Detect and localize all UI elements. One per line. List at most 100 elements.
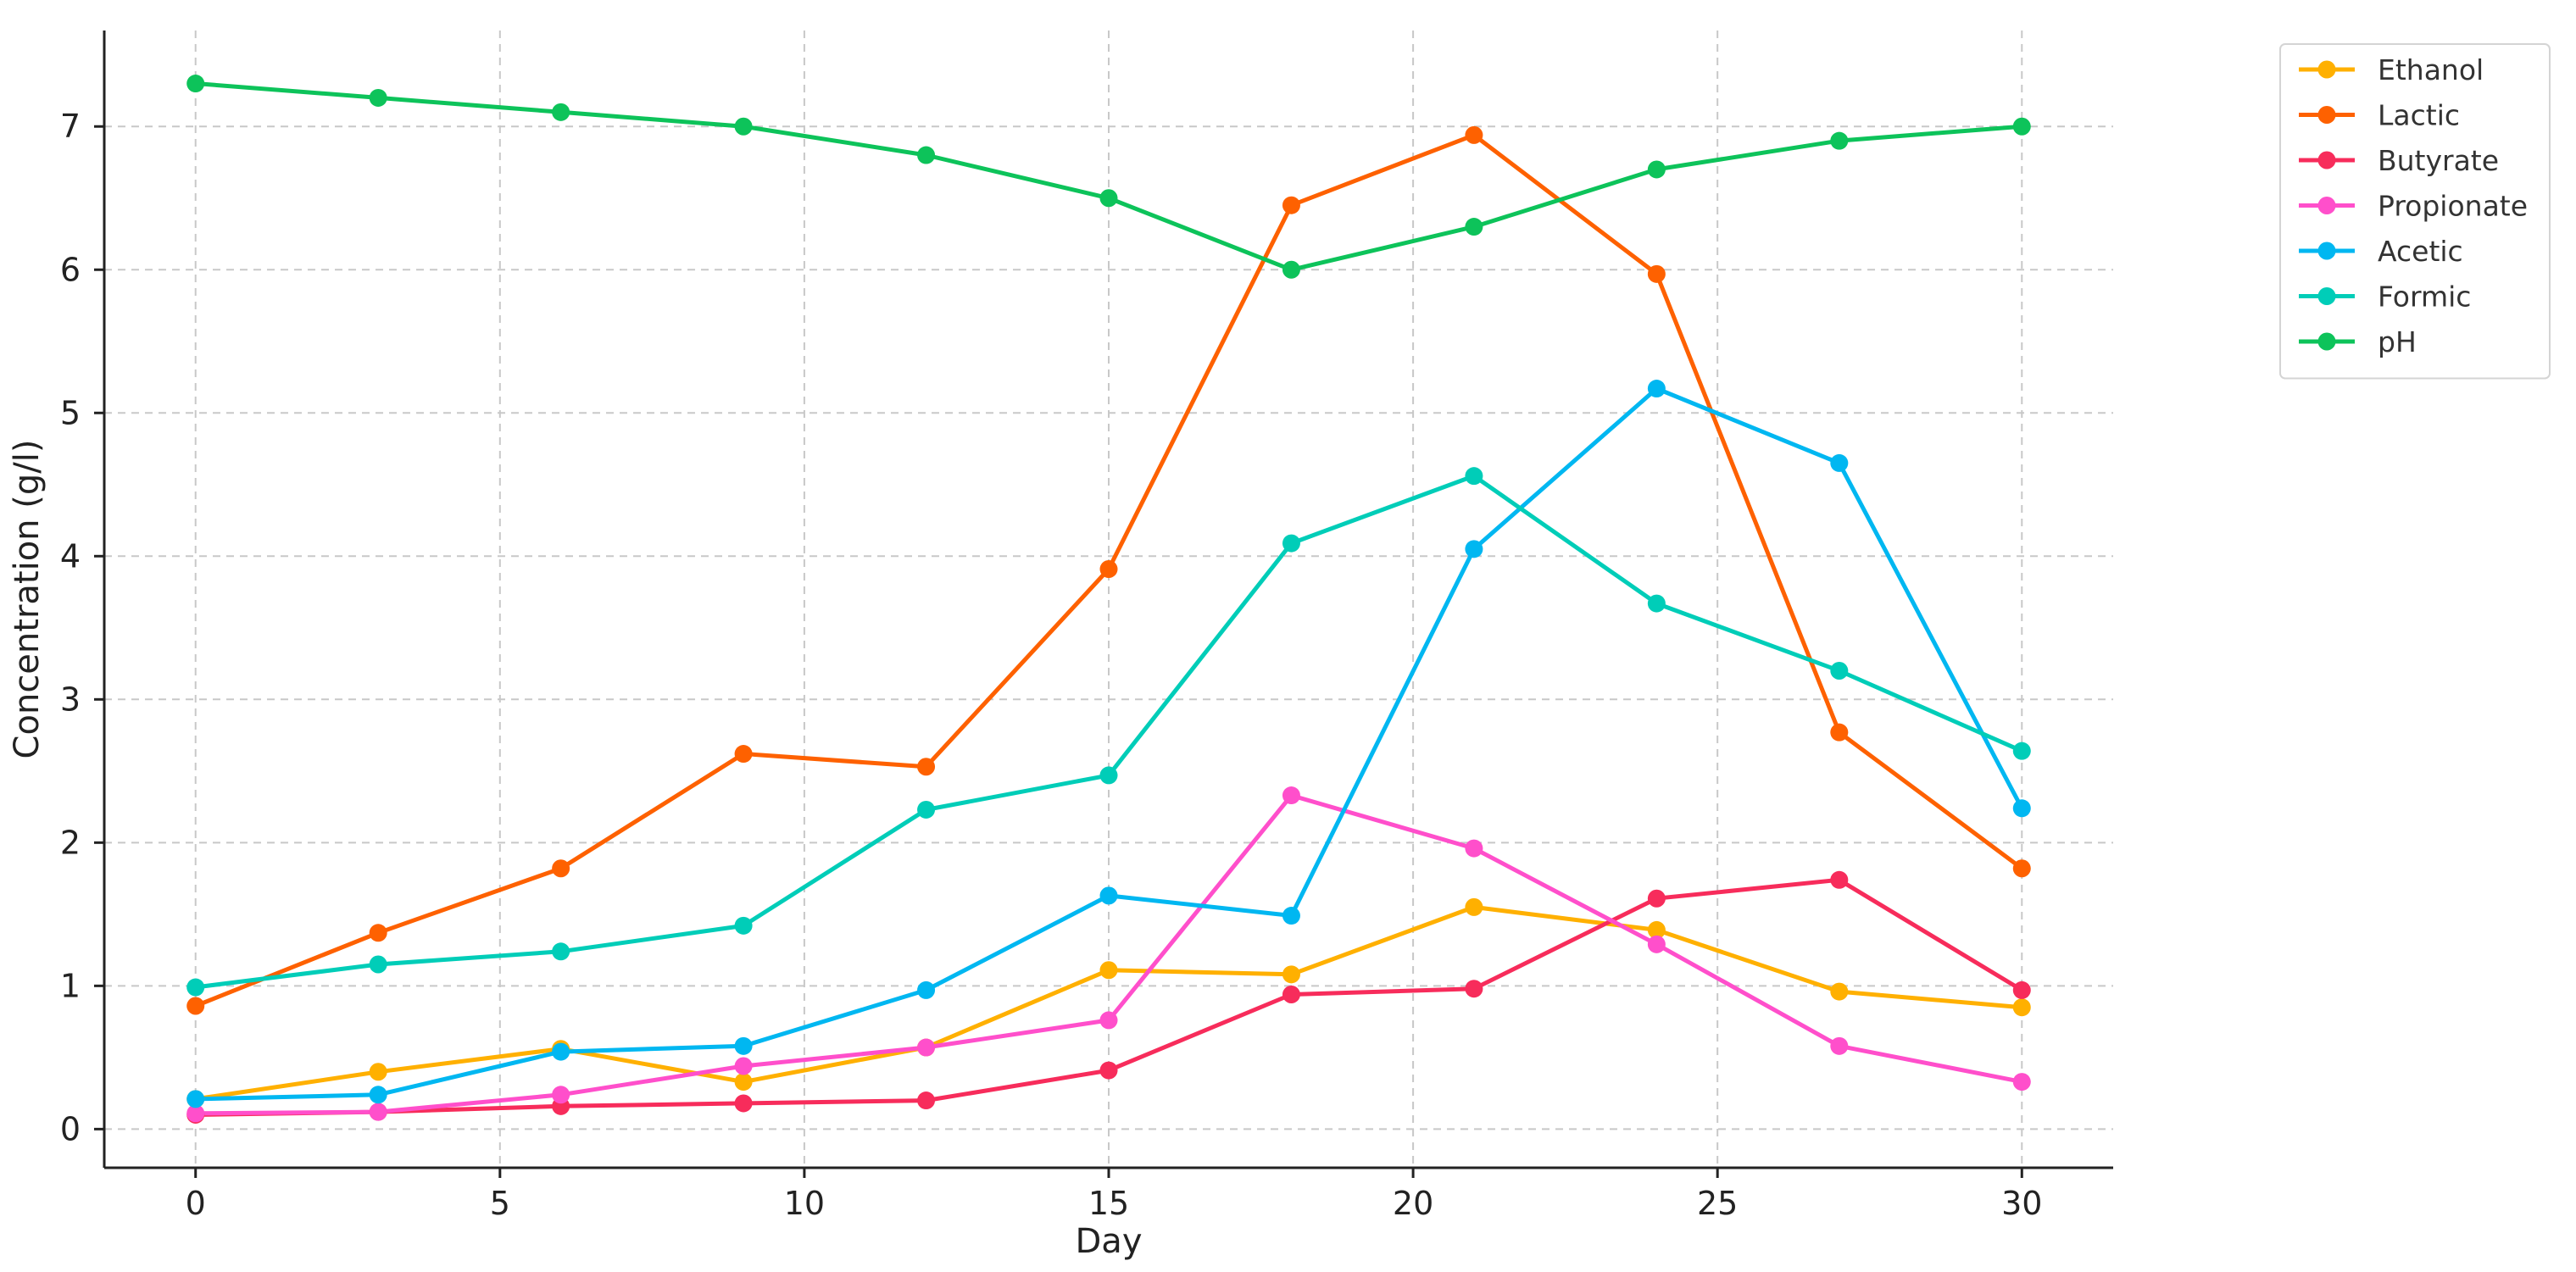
data-point-lactic [369, 924, 387, 942]
data-point-acetic [1282, 907, 1300, 925]
series-points [186, 75, 2031, 1124]
data-point-lactic [734, 745, 753, 764]
data-point-acetic [2012, 799, 2031, 818]
data-point-formic [1647, 594, 1666, 613]
data-point-propionate [1647, 935, 1666, 953]
data-point-ph [1099, 189, 1118, 208]
data-point-lactic [552, 859, 570, 878]
data-point-ethanol [369, 1063, 387, 1081]
data-point-butyrate [1830, 870, 1849, 889]
data-point-acetic [1099, 886, 1118, 905]
legend-label-propionate: Propionate [2378, 190, 2528, 223]
y-tick-label: 4 [60, 537, 81, 575]
data-point-butyrate [1465, 980, 1483, 998]
data-point-ethanol [1282, 965, 1300, 984]
data-point-formic [1465, 467, 1483, 486]
y-tick-label: 5 [60, 394, 81, 431]
data-point-ph [734, 117, 753, 136]
data-point-formic [2012, 742, 2031, 760]
data-point-lactic [1465, 125, 1483, 144]
legend-marker-ethanol [2317, 60, 2336, 79]
tick-labels: 0 5 10 15 20 25 30 0 1 2 3 4 5 6 7 [60, 108, 2043, 1222]
data-point-propionate [1830, 1036, 1849, 1055]
y-tick-label: 7 [60, 108, 81, 145]
data-point-ethanol [734, 1073, 753, 1091]
data-point-formic [186, 978, 205, 997]
data-point-ph [1282, 260, 1300, 279]
data-point-formic [734, 916, 753, 935]
data-point-ph [369, 88, 387, 107]
y-tick-label: 0 [60, 1110, 81, 1147]
data-point-lactic [186, 997, 205, 1015]
data-point-ethanol [1830, 982, 1849, 1001]
data-point-acetic [734, 1036, 753, 1055]
x-axis-title: Day [1076, 1222, 1143, 1261]
series-line-ph [193, 81, 2024, 272]
data-point-lactic [1830, 723, 1849, 742]
legend-marker-acetic [2317, 242, 2336, 260]
legend-marker-ph [2317, 332, 2336, 351]
grid [104, 31, 2113, 1168]
data-point-lactic [917, 758, 936, 776]
y-tick-label: 2 [60, 824, 81, 861]
legend-marker-propionate [2317, 197, 2336, 214]
data-point-acetic [917, 980, 936, 999]
data-point-ethanol [1099, 961, 1118, 980]
axes [94, 31, 2113, 1178]
data-point-ph [1465, 218, 1483, 236]
data-point-butyrate [1099, 1061, 1118, 1080]
data-point-propionate [552, 1086, 570, 1104]
data-point-butyrate [1647, 889, 1666, 908]
data-point-butyrate [2012, 980, 2031, 999]
data-point-ethanol [2012, 998, 2031, 1017]
x-tick-label: 30 [2001, 1185, 2042, 1222]
data-point-propionate [917, 1038, 936, 1057]
data-point-lactic [1099, 560, 1118, 579]
y-tick-label: 1 [60, 967, 81, 1004]
legend-label-lactic: Lactic [2378, 99, 2460, 132]
y-axis-title: Concentration (g/l) [8, 440, 47, 759]
data-point-acetic [186, 1090, 205, 1108]
x-tick-label: 5 [490, 1185, 510, 1222]
legend-label-acetic: Acetic [2378, 235, 2463, 268]
data-point-butyrate [917, 1091, 936, 1110]
y-tick-label: 6 [60, 251, 81, 288]
data-point-formic [1099, 766, 1118, 785]
data-point-lactic [2012, 859, 2031, 878]
legend: Ethanol Lactic Butyrate Propionate Acetic For… [2279, 43, 2551, 380]
data-point-ph [1647, 160, 1666, 179]
legend-marker-butyrate [2317, 151, 2336, 169]
data-point-lactic [1647, 264, 1666, 283]
legend-label-ph: pH [2378, 325, 2417, 358]
data-point-propionate [1099, 1011, 1118, 1030]
x-tick-label: 25 [1697, 1185, 1738, 1222]
data-point-propionate [1282, 786, 1300, 805]
legend-label-formic: Formic [2378, 281, 2471, 314]
legend-marker-lactic [2317, 106, 2336, 124]
x-tick-label: 15 [1088, 1185, 1129, 1222]
data-point-ph [2012, 117, 2031, 136]
data-point-propionate [2012, 1073, 2031, 1091]
data-point-propionate [734, 1057, 753, 1075]
data-point-acetic [1830, 453, 1849, 472]
legend-marker-formic [2317, 287, 2336, 305]
data-point-acetic [1647, 380, 1666, 398]
data-point-ph [186, 75, 205, 93]
x-tick-label: 20 [1393, 1185, 1433, 1222]
data-point-butyrate [1282, 985, 1300, 1003]
data-point-lactic [1282, 196, 1300, 214]
data-point-propionate [186, 1104, 205, 1123]
data-point-propionate [1465, 839, 1483, 858]
data-point-acetic [1465, 540, 1483, 558]
data-point-propionate [369, 1103, 387, 1121]
data-point-formic [1282, 534, 1300, 553]
data-point-formic [1830, 662, 1849, 680]
data-point-ethanol [1465, 897, 1483, 916]
data-point-ph [552, 103, 570, 121]
legend-label-butyrate: Butyrate [2378, 144, 2499, 177]
data-point-acetic [552, 1042, 570, 1061]
data-point-acetic [369, 1086, 387, 1104]
x-tick-label: 10 [784, 1185, 825, 1222]
